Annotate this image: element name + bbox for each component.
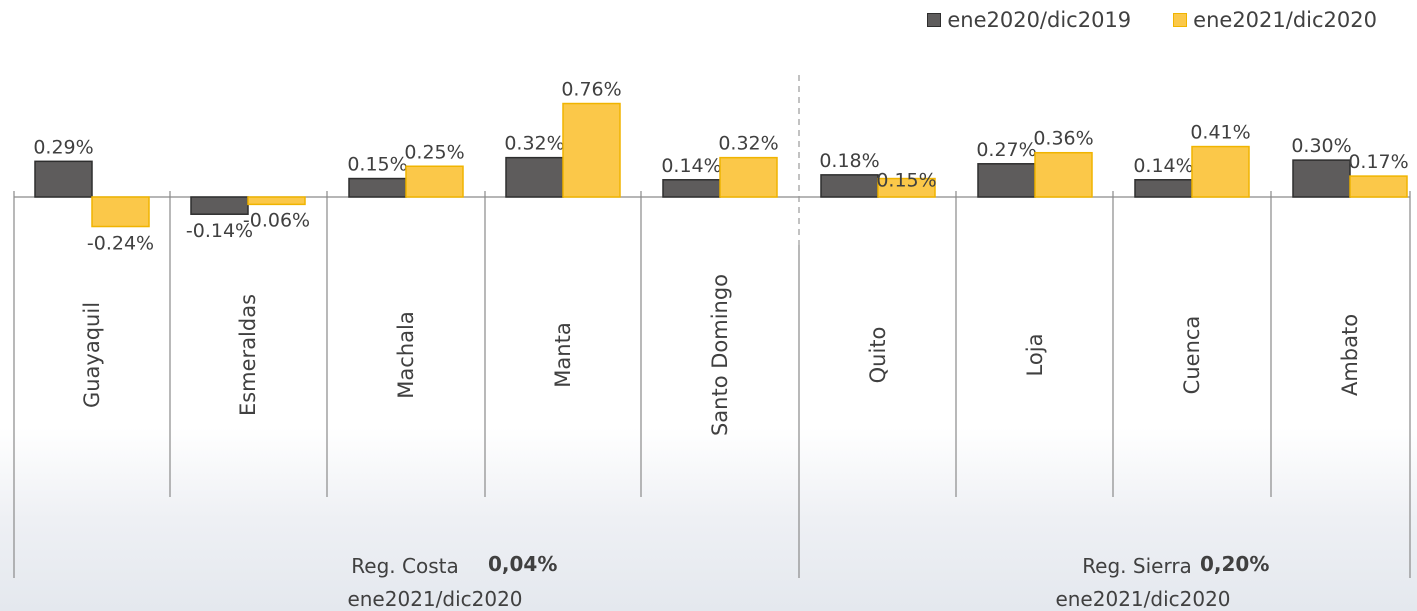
data-label-series-1: -0.14% bbox=[186, 220, 253, 242]
data-label-series-2: -0.06% bbox=[243, 209, 310, 231]
legend-swatch-series-2 bbox=[1173, 13, 1188, 27]
data-label-series-1: 0.32% bbox=[504, 133, 564, 155]
bar-series-2-loja bbox=[1034, 151, 1093, 198]
bar-series-1-esmeraldas bbox=[190, 196, 249, 215]
bar-series-1-quito bbox=[820, 174, 879, 198]
category-label: Quito bbox=[866, 327, 890, 384]
data-label-series-1: 0.18% bbox=[819, 150, 879, 172]
bar-series-2-guayaquil bbox=[91, 196, 150, 228]
bar-series-1-guayaquil bbox=[34, 160, 93, 198]
data-label-series-2: 0.36% bbox=[1033, 128, 1093, 150]
bar-series-2-machala bbox=[405, 165, 464, 198]
bar-series-1-santo-domingo bbox=[662, 179, 721, 198]
category-label: Guayaquil bbox=[80, 302, 104, 408]
region-period: ene2021/dic2020 bbox=[1055, 587, 1230, 611]
data-label-series-1: 0.29% bbox=[33, 136, 93, 158]
data-label-series-2: 0.32% bbox=[718, 133, 778, 155]
bar-series-2-ambato bbox=[1349, 175, 1408, 198]
chart-legend: ene2020/dic2019 ene2021/dic2020 bbox=[927, 8, 1377, 32]
bar-series-1-cuenca bbox=[1134, 179, 1193, 198]
region-value: 0,04% bbox=[488, 552, 557, 576]
legend-label-series-2: ene2021/dic2020 bbox=[1193, 8, 1377, 32]
region-period: ene2021/dic2020 bbox=[347, 587, 522, 611]
category-label: Esmeraldas bbox=[236, 294, 260, 416]
legend-swatch-series-1 bbox=[927, 13, 942, 27]
category-label: Machala bbox=[394, 311, 418, 398]
legend-item-series-1: ene2020/dic2019 bbox=[927, 8, 1131, 32]
category-label: Ambato bbox=[1338, 314, 1362, 396]
category-label: Santo Domingo bbox=[708, 274, 732, 436]
data-label-series-2: 0.17% bbox=[1348, 151, 1408, 173]
category-label: Manta bbox=[551, 322, 575, 387]
category-label: Cuenca bbox=[1180, 316, 1204, 395]
region-value: 0,20% bbox=[1200, 552, 1269, 576]
bar-series-2-quito bbox=[877, 177, 936, 198]
data-label-series-1: 0.14% bbox=[1133, 155, 1193, 177]
data-label-series-1: 0.15% bbox=[347, 154, 407, 176]
data-label-series-1: 0.30% bbox=[1291, 135, 1351, 157]
bar-series-1-ambato bbox=[1292, 159, 1351, 198]
data-label-series-2: 0.76% bbox=[561, 79, 621, 101]
category-label: Loja bbox=[1023, 334, 1047, 377]
region-name: Reg. Costa bbox=[351, 554, 458, 578]
bar-series-2-esmeraldas bbox=[247, 196, 306, 206]
data-label-series-2: -0.24% bbox=[87, 233, 154, 255]
bar-series-2-santo-domingo bbox=[719, 156, 778, 198]
data-label-series-2: 0.41% bbox=[1190, 122, 1250, 144]
legend-item-series-2: ene2021/dic2020 bbox=[1173, 8, 1377, 32]
data-label-series-1: 0.14% bbox=[661, 155, 721, 177]
bar-series-1-manta bbox=[505, 156, 564, 198]
data-label-series-1: 0.27% bbox=[976, 139, 1036, 161]
region-name: Reg. Sierra bbox=[1082, 554, 1192, 578]
legend-label-series-1: ene2020/dic2019 bbox=[947, 8, 1132, 32]
bar-series-2-cuenca bbox=[1191, 145, 1250, 198]
data-label-series-2: 0.25% bbox=[404, 141, 464, 163]
bar-series-2-manta bbox=[562, 102, 621, 198]
bar-series-1-loja bbox=[977, 163, 1036, 198]
bar-series-1-machala bbox=[348, 177, 407, 198]
data-label-series-2: 0.15% bbox=[876, 170, 936, 192]
